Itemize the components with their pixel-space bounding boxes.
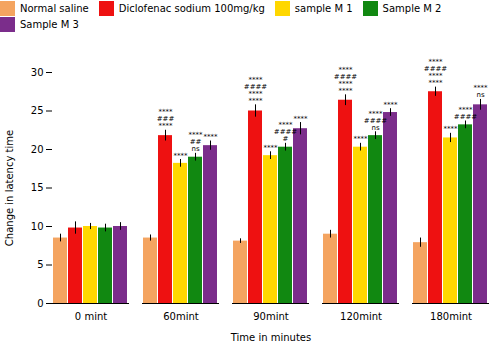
- svg-text:****####********: ****####********: [334, 66, 358, 95]
- svg-text:****#####: ****#####: [274, 121, 298, 143]
- svg-text:****: ****: [354, 135, 369, 143]
- svg-text:****: ****: [264, 144, 279, 152]
- svg-text:90mint: 90mint: [253, 311, 289, 322]
- svg-text:60mint: 60mint: [163, 311, 199, 322]
- svg-text:****: ****: [174, 152, 189, 160]
- svg-text:5: 5: [37, 259, 43, 270]
- svg-text:****####********: ****####********: [244, 76, 268, 105]
- svg-text:****: ****: [294, 115, 309, 123]
- svg-text:10: 10: [31, 221, 44, 232]
- svg-text:Time in minutes: Time in minutes: [230, 332, 311, 343]
- html-text:Sample M 2: Sample M 2: [382, 2, 442, 14]
- svg-text:15: 15: [31, 182, 44, 193]
- svg-text:****####: ****####: [454, 106, 478, 121]
- svg-text:****##ns: ****##ns: [189, 131, 204, 153]
- svg-text:0 mint: 0 mint: [75, 311, 107, 322]
- svg-text:0: 0: [37, 298, 43, 309]
- svg-text:****: ****: [444, 125, 459, 133]
- svg-text:30: 30: [31, 67, 44, 78]
- html-text:Diclofenac sodium 100mg/kg: Diclofenac sodium 100mg/kg: [118, 2, 265, 14]
- svg-text:25: 25: [31, 105, 44, 116]
- svg-text:120mint: 120mint: [340, 311, 382, 322]
- svg-text:180mint: 180mint: [430, 311, 472, 322]
- svg-text:20: 20: [31, 144, 44, 155]
- svg-text:****####ns: ****####ns: [364, 110, 388, 132]
- html-text:sample M 1: sample M 1: [294, 2, 353, 14]
- svg-text:****: ****: [384, 101, 399, 109]
- html-text:Normal saline: Normal saline: [20, 2, 89, 14]
- html-text:Sample M 3: Sample M 3: [20, 19, 79, 31]
- svg-text:****ns: ****ns: [474, 84, 489, 99]
- svg-text:****###****: ****###****: [157, 108, 175, 130]
- svg-text:Change in latency time: Change in latency time: [4, 130, 15, 246]
- svg-text:****####********: ****####********: [424, 58, 448, 87]
- svg-text:****: ****: [204, 133, 219, 141]
